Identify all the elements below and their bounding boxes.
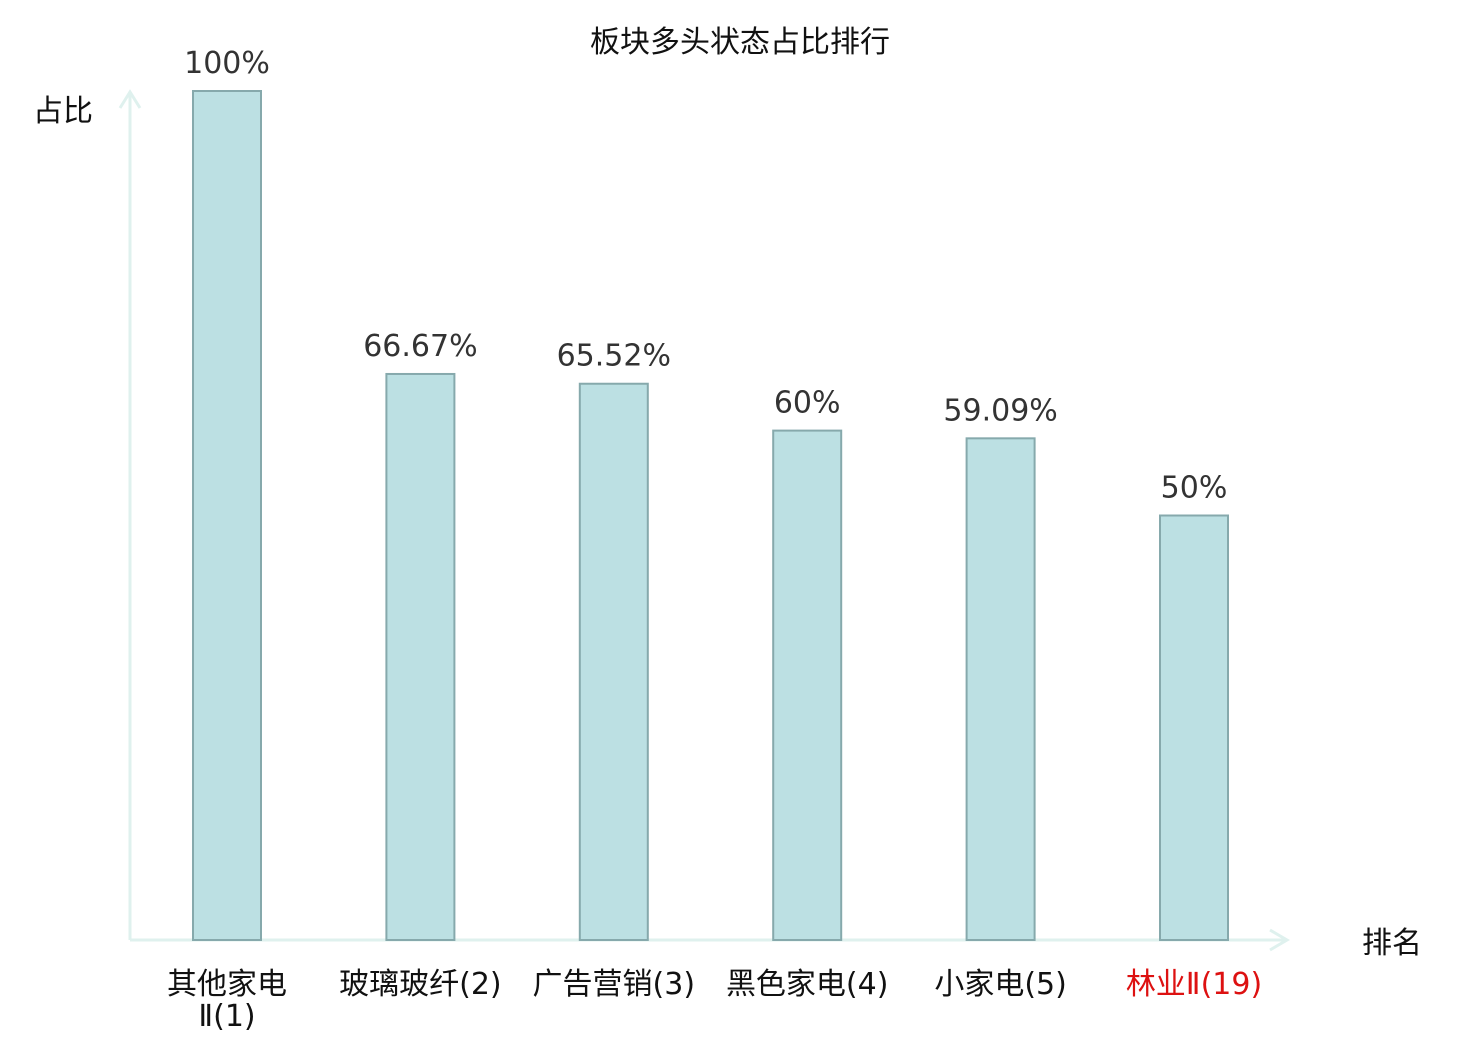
bar-5 bbox=[965, 437, 1036, 941]
y-axis-label: 占比 bbox=[33, 94, 93, 129]
bar-6 bbox=[1159, 514, 1229, 941]
chart-title: 板块多头状态占比排行 bbox=[590, 25, 890, 60]
axes bbox=[118, 89, 1290, 952]
category-label-2: 玻璃玻纤(2) bbox=[339, 967, 502, 1002]
category-label-3: 广告营销(3) bbox=[533, 967, 696, 1002]
data-label-1: 100% bbox=[184, 46, 270, 81]
category-label-4: 黑色家电(4) bbox=[726, 967, 889, 1002]
category-label-1-line-2: Ⅱ(1) bbox=[198, 999, 255, 1034]
data-label-3: 65.52% bbox=[557, 339, 671, 374]
bar-4 bbox=[772, 429, 843, 941]
category-label-5: 小家电(5) bbox=[934, 967, 1067, 1002]
y-axis-arrow bbox=[118, 89, 142, 109]
x-axis-arrow bbox=[1269, 928, 1290, 952]
data-label-2: 66.67% bbox=[363, 329, 477, 364]
bars-group bbox=[192, 90, 1229, 942]
bar-2 bbox=[385, 372, 456, 942]
x-axis-label: 排名 bbox=[1362, 926, 1422, 961]
data-label-4: 60% bbox=[774, 386, 841, 421]
bar-3 bbox=[578, 382, 649, 941]
data-label-5: 59.09% bbox=[943, 393, 1057, 428]
category-label-1-line-1: 其他家电 bbox=[167, 967, 287, 1002]
data-labels-group: 100% 66.67% 65.52% 60% 59.09% 50% bbox=[184, 46, 1227, 506]
data-label-6: 50% bbox=[1161, 471, 1228, 506]
bar-1 bbox=[192, 90, 262, 941]
category-label-6: 林业Ⅱ(19) bbox=[1126, 967, 1262, 1002]
